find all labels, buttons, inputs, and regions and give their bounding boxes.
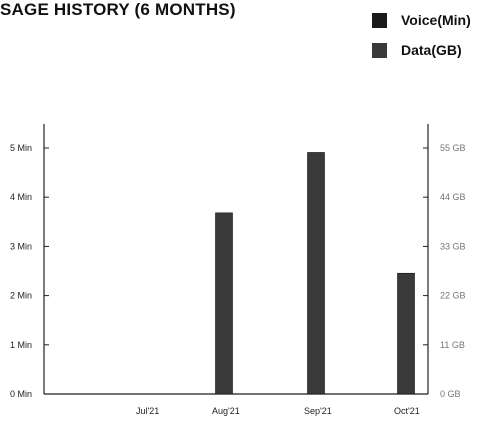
left-tick-label: 0 Min: [10, 389, 32, 399]
data-bar: [397, 272, 415, 395]
x-tick-label: Oct'21: [394, 406, 420, 416]
right-tick-label: 0 GB: [440, 389, 461, 399]
data-bar: [215, 212, 233, 395]
right-tick-label: 44 GB: [440, 192, 466, 202]
left-tick-label: 4 Min: [10, 192, 32, 202]
x-tick-label: Aug'21: [212, 406, 240, 416]
right-y-axis: 0 GB 11 GB 22 GB 33 GB 44 GB 55 GB: [423, 143, 466, 399]
legend-item-voice: Voice(Min): [372, 8, 471, 32]
legend-label-data: Data(GB): [401, 42, 462, 58]
x-tick-label: Jul'21: [136, 406, 159, 416]
left-y-axis: 0 Min 1 Min 2 Min 3 Min 4 Min 5 Min: [10, 143, 49, 399]
right-tick-label: 22 GB: [440, 291, 466, 301]
right-tick-label: 11 GB: [440, 340, 465, 350]
right-tick-label: 33 GB: [440, 241, 466, 251]
right-tick-label: 55 GB: [440, 143, 466, 153]
left-tick-label: 2 Min: [10, 291, 32, 301]
left-tick-label: 5 Min: [10, 143, 32, 153]
left-tick-label: 1 Min: [10, 340, 32, 350]
legend-swatch-data: [372, 42, 387, 58]
x-axis: Jul'21 Aug'21 Sep'21 Oct'21: [136, 406, 420, 416]
legend-label-voice: Voice(Min): [401, 12, 471, 28]
data-bar: [307, 152, 325, 395]
left-tick-label: 3 Min: [10, 241, 32, 251]
legend-item-data: Data(GB): [372, 38, 471, 62]
chart-axes: [43, 124, 429, 395]
chart-bars: [215, 152, 415, 395]
chart-title: SAGE HISTORY (6 MONTHS): [0, 0, 236, 19]
legend: Voice(Min) Data(GB): [372, 8, 471, 68]
x-tick-label: Sep'21: [304, 406, 332, 416]
legend-swatch-voice: [372, 12, 387, 28]
